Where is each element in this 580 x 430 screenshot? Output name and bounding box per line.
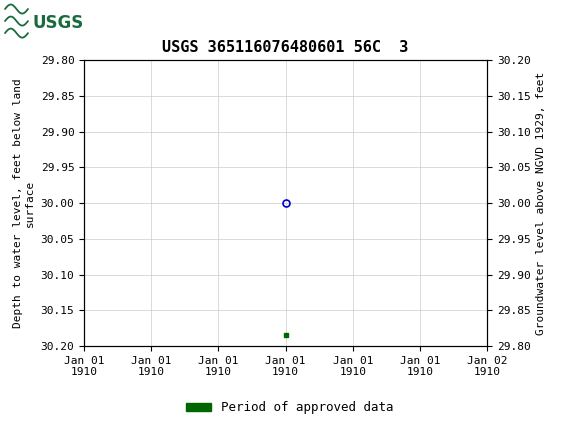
Y-axis label: Depth to water level, feet below land
surface: Depth to water level, feet below land su… (13, 78, 35, 328)
FancyBboxPatch shape (3, 3, 81, 42)
Y-axis label: Groundwater level above NGVD 1929, feet: Groundwater level above NGVD 1929, feet (536, 71, 546, 335)
Legend: Period of approved data: Period of approved data (181, 396, 399, 419)
Title: USGS 365116076480601 56C  3: USGS 365116076480601 56C 3 (162, 40, 409, 55)
Text: USGS: USGS (32, 14, 84, 32)
